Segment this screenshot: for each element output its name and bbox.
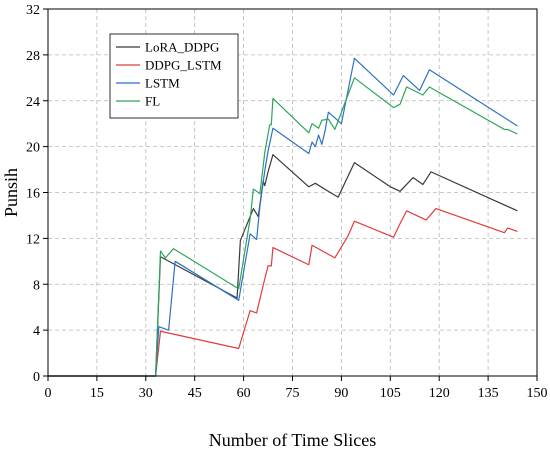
- axis-ticks: 0 15 30 45 60 75 90 105 120 135 150 0 4 8 12 16 20 24 28 32: [26, 3, 548, 401]
- x-tick-label: 0: [45, 386, 52, 401]
- x-tick-label: 60: [237, 386, 251, 401]
- series-line-ddpg-lstm: [48, 207, 518, 377]
- y-tick-label: 28: [26, 49, 40, 64]
- grid: [48, 9, 537, 376]
- x-tick-label: 120: [429, 386, 450, 401]
- x-tick-label: 90: [334, 386, 348, 401]
- x-tick-label: 15: [90, 386, 104, 401]
- y-tick-label: 20: [26, 141, 40, 156]
- series-line-lstm: [48, 57, 518, 377]
- y-tick-label: 4: [33, 324, 40, 339]
- y-tick-label: 16: [26, 187, 40, 202]
- legend-box: [109, 33, 239, 119]
- y-tick-label: 32: [26, 3, 40, 18]
- series-lines: [48, 57, 518, 377]
- legend-label: DDPG_LSTM: [145, 58, 222, 73]
- y-tick-label: 0: [33, 370, 40, 385]
- series-line-lora-ddpg: [48, 154, 518, 377]
- x-tick-label: 150: [527, 386, 548, 401]
- y-tick-label: 8: [33, 278, 40, 293]
- legend-label: LSTM: [145, 76, 180, 91]
- x-tick-label: 45: [188, 386, 202, 401]
- legend-label: FL: [145, 94, 160, 109]
- x-tick-label: 75: [286, 386, 300, 401]
- x-tick-label: 105: [380, 386, 401, 401]
- x-axis-title: Number of Time Slices: [209, 430, 377, 450]
- series-line-fl: [48, 77, 518, 377]
- y-tick-label: 12: [26, 232, 40, 247]
- x-tick-label: 30: [139, 386, 153, 401]
- legend: LoRA_DDPG DDPG_LSTM LSTM FL: [109, 33, 239, 119]
- y-axis-title: Punsih: [1, 168, 21, 217]
- y-tick-label: 24: [26, 95, 40, 110]
- legend-label: LoRA_DDPG: [145, 40, 219, 55]
- x-tick-label: 135: [478, 386, 499, 401]
